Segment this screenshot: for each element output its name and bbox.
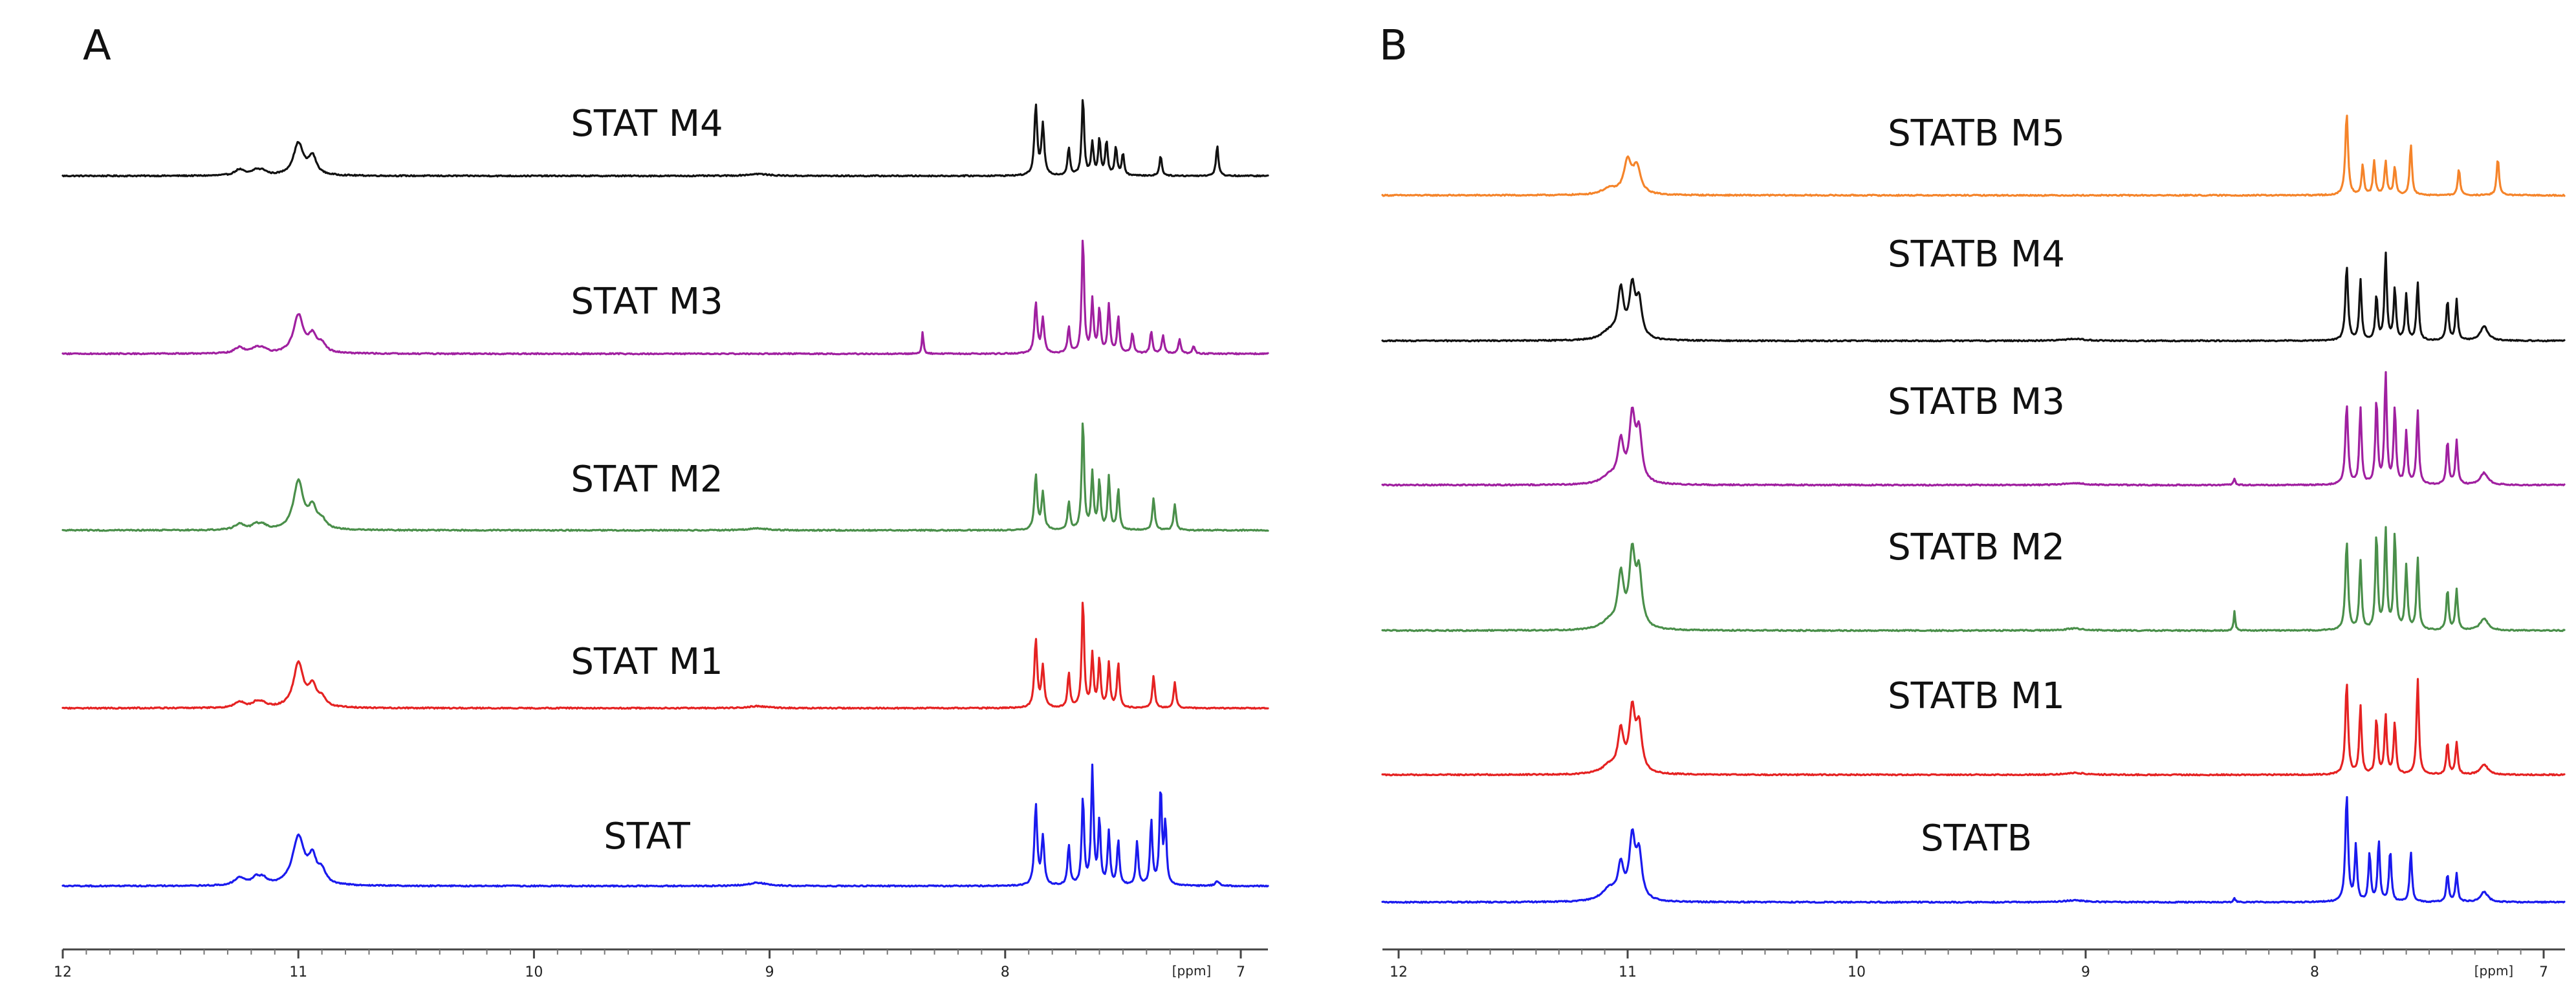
- spectrum-trace-statb: [1381, 796, 2566, 904]
- x-tick-label: 9: [2081, 964, 2090, 980]
- panel-b-label: B: [1379, 22, 1408, 70]
- spectrum-trace-stat: [61, 763, 1269, 888]
- spectrum-trace-statb-m5: [1381, 114, 2566, 197]
- spectrum-trace-statb-m4: [1381, 252, 2566, 343]
- spectrum-trace-statb-m3: [1381, 371, 2566, 487]
- trace-label-stat-m4: STAT M4: [571, 103, 723, 145]
- panel-a-label: A: [83, 22, 111, 70]
- x-tick-label: 7: [1236, 964, 1245, 980]
- spectrum-trace-stat-m1: [61, 601, 1269, 710]
- trace-label-statb-m2: STATB M2: [1888, 526, 2065, 568]
- x-tick-label: 9: [765, 964, 774, 980]
- spectrum-trace-statb-m2: [1381, 526, 2566, 633]
- trace-label-stat-m2: STAT M2: [571, 459, 723, 501]
- x-tick-label: 8: [2310, 964, 2319, 980]
- x-tick-label: 12: [1390, 964, 1408, 980]
- spectrum-trace-stat-m4: [61, 99, 1269, 178]
- x-tick-label: 10: [1848, 964, 1866, 980]
- x-axis-unit-label: [ppm]: [2474, 963, 2513, 979]
- x-tick-label: 10: [525, 964, 543, 980]
- x-axis-unit-label: [ppm]: [1172, 963, 1211, 979]
- x-tick-label: 11: [1619, 964, 1637, 980]
- x-tick-label: 11: [289, 964, 307, 980]
- trace-label-stat: STAT: [604, 816, 690, 858]
- x-tick-label: 12: [54, 964, 72, 980]
- spectrum-trace-statb-m1: [1381, 678, 2566, 777]
- x-tick-label: 8: [1001, 964, 1010, 980]
- trace-label-stat-m1: STAT M1: [571, 641, 723, 683]
- trace-label-statb-m5: STATB M5: [1888, 113, 2065, 155]
- spectrum-trace-stat-m3: [61, 239, 1269, 356]
- trace-label-statb: STATB: [1921, 817, 2032, 860]
- trace-label-statb-m3: STATB M3: [1888, 381, 2065, 423]
- x-tick-label: 7: [2539, 964, 2548, 980]
- panel-a: STAT M4 STAT M3 STAT M2 STAT M1 STAT 12 11 10 9 8…: [54, 99, 1269, 980]
- panel-b: STATB M5 STATB M4 STATB M3 STATB M2 STATB M1…: [1381, 113, 2566, 980]
- spectrum-trace-stat-m2: [61, 422, 1269, 532]
- trace-label-statb-m4: STATB M4: [1888, 233, 2065, 276]
- trace-label-stat-m3: STAT M3: [571, 281, 723, 323]
- trace-label-statb-m1: STATB M1: [1888, 675, 2065, 717]
